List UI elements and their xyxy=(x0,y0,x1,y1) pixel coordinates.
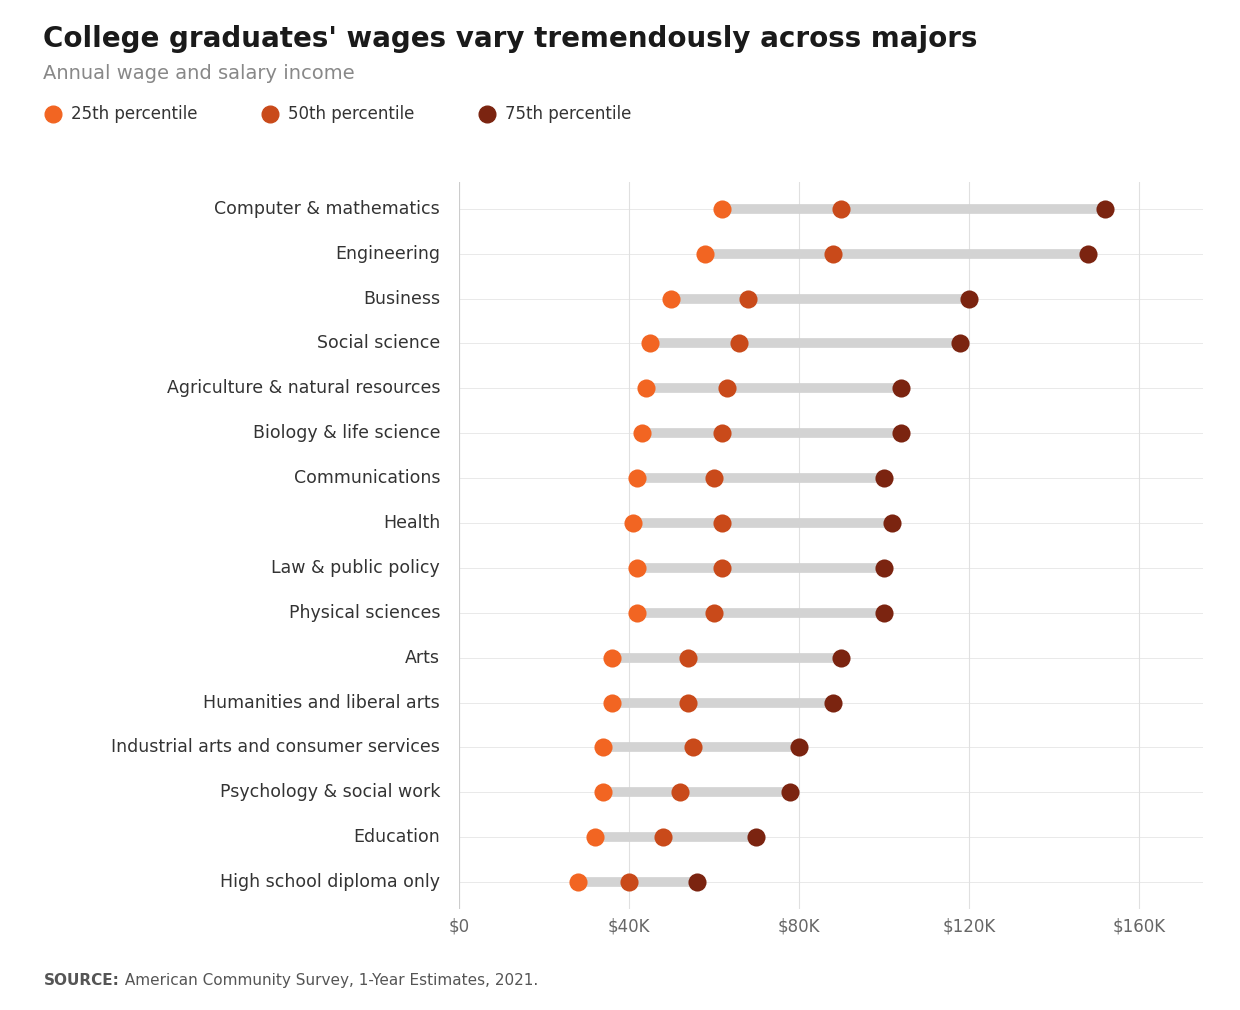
Point xyxy=(713,515,733,531)
Text: 75th percentile: 75th percentile xyxy=(505,105,631,123)
Point xyxy=(789,739,808,755)
Point xyxy=(729,335,749,351)
Point xyxy=(823,695,843,711)
Point xyxy=(594,739,614,755)
Point xyxy=(627,470,647,486)
Point xyxy=(883,515,903,531)
Text: Humanities and liberal arts: Humanities and liberal arts xyxy=(203,694,440,711)
Point xyxy=(959,291,978,307)
Point xyxy=(892,425,911,441)
Point xyxy=(687,874,707,890)
Point xyxy=(832,201,852,217)
Point xyxy=(717,380,737,396)
Text: 50th percentile: 50th percentile xyxy=(288,105,414,123)
Point xyxy=(951,335,971,351)
Text: Annual wage and salary income: Annual wage and salary income xyxy=(43,64,355,83)
Point xyxy=(823,245,843,262)
Point xyxy=(832,649,852,666)
Point xyxy=(704,605,724,621)
Text: College graduates' wages vary tremendously across majors: College graduates' wages vary tremendous… xyxy=(43,25,978,54)
Point xyxy=(696,245,715,262)
Text: Health: Health xyxy=(383,514,440,532)
Point xyxy=(874,470,894,486)
Point xyxy=(624,515,644,531)
Point xyxy=(594,784,614,800)
Text: Social science: Social science xyxy=(317,334,440,352)
Text: Psychology & social work: Psychology & social work xyxy=(219,784,440,801)
Point xyxy=(678,695,698,711)
Point xyxy=(738,291,758,307)
Point xyxy=(713,560,733,576)
Point xyxy=(892,380,911,396)
Point xyxy=(636,380,656,396)
Text: Law & public policy: Law & public policy xyxy=(272,559,440,577)
Point xyxy=(627,605,647,621)
Text: SOURCE:: SOURCE: xyxy=(43,973,119,988)
Text: Arts: Arts xyxy=(405,648,440,667)
Point xyxy=(746,829,766,845)
Point xyxy=(568,874,588,890)
Text: 25th percentile: 25th percentile xyxy=(71,105,197,123)
Point xyxy=(874,605,894,621)
Point xyxy=(780,784,800,800)
Text: Business: Business xyxy=(363,290,440,307)
Point xyxy=(683,739,703,755)
Text: Education: Education xyxy=(353,828,440,846)
Point xyxy=(661,291,681,307)
Text: Agriculture & natural resources: Agriculture & natural resources xyxy=(166,380,440,397)
Point xyxy=(585,829,605,845)
Text: Biology & life science: Biology & life science xyxy=(253,424,440,442)
Point xyxy=(631,425,651,441)
Point xyxy=(704,470,724,486)
Point xyxy=(601,695,621,711)
Point xyxy=(640,335,660,351)
Point xyxy=(713,425,733,441)
Point xyxy=(619,874,639,890)
Point xyxy=(1095,201,1115,217)
Point xyxy=(601,649,621,666)
Point xyxy=(627,560,647,576)
Text: Communications: Communications xyxy=(294,469,440,487)
Point xyxy=(713,201,733,217)
Point xyxy=(874,560,894,576)
Point xyxy=(678,649,698,666)
Text: Computer & mathematics: Computer & mathematics xyxy=(215,200,440,218)
Text: Engineering: Engineering xyxy=(335,244,440,263)
Point xyxy=(653,829,673,845)
Point xyxy=(670,784,689,800)
Text: American Community Survey, 1-Year Estimates, 2021.: American Community Survey, 1-Year Estima… xyxy=(120,973,538,988)
Text: Industrial arts and consumer services: Industrial arts and consumer services xyxy=(112,738,440,756)
Point xyxy=(1078,245,1097,262)
Text: Physical sciences: Physical sciences xyxy=(289,604,440,622)
Text: High school diploma only: High school diploma only xyxy=(221,873,440,891)
